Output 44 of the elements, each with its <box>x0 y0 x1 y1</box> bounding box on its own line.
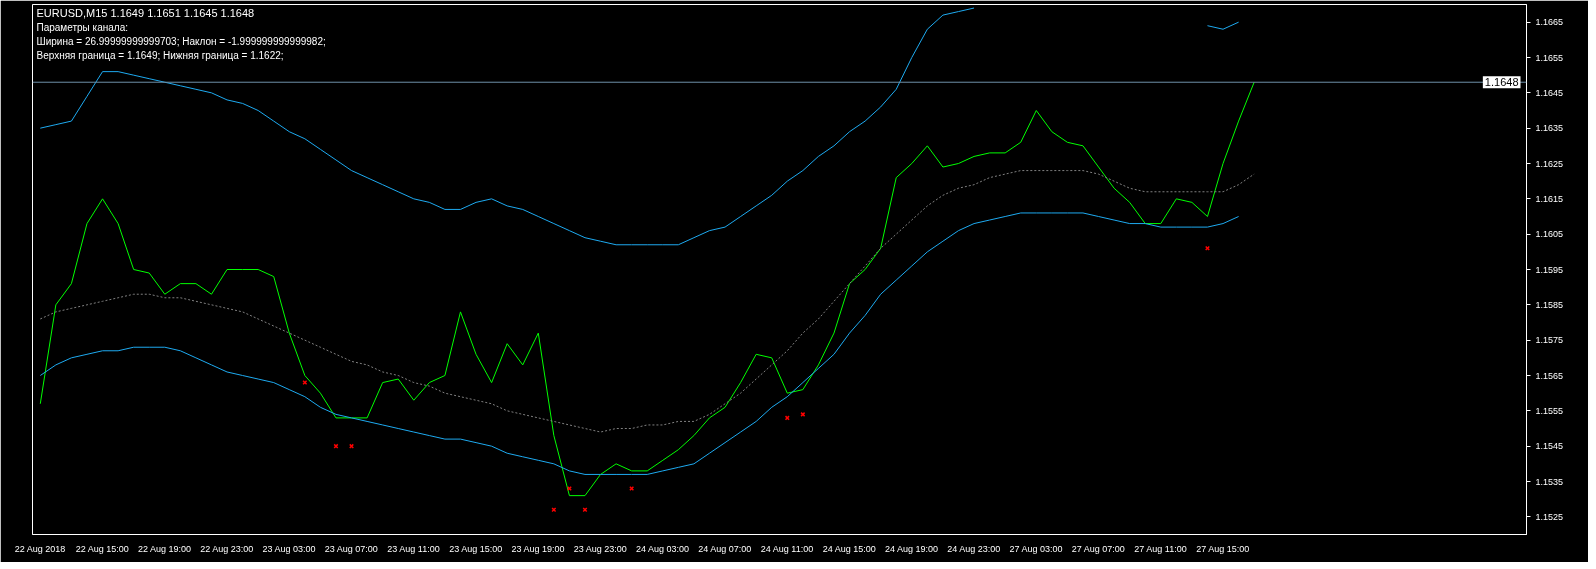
x-tick-label: 27 Aug 11:00 <box>1134 543 1187 554</box>
x-tick-label: 22 Aug 15:00 <box>75 543 129 554</box>
x-tick-label: 23 Aug 11:00 <box>387 543 440 554</box>
x-tick-label: 27 Aug 15:00 <box>1196 543 1250 554</box>
y-tick-label: 1.1665 <box>1535 17 1564 28</box>
y-tick-label: 1.1655 <box>1535 52 1564 63</box>
chart-title: EURUSD,M15 1.1649 1.1651 1.1645 1.1648 <box>36 6 255 19</box>
x-tick-label: 23 Aug 19:00 <box>511 543 565 554</box>
ref-line-label: 1.1648 <box>1484 76 1519 89</box>
y-tick-label: 1.1535 <box>1535 476 1564 487</box>
x-tick-label: 24 Aug 19:00 <box>885 543 939 554</box>
x-tick-label: 23 Aug 23:00 <box>573 543 627 554</box>
x-tick-label: 27 Aug 03:00 <box>1009 543 1063 554</box>
x-tick-label: 24 Aug 15:00 <box>822 543 876 554</box>
annotation: Ширина = 26.99999999999703; Наклон = -1.999999999999982; <box>36 35 326 47</box>
y-tick-label: 1.1545 <box>1535 441 1564 452</box>
x-tick-label: 24 Aug 07:00 <box>698 543 752 554</box>
x-tick-label: 24 Aug 23:00 <box>947 543 1001 554</box>
line-series <box>39 81 1255 497</box>
annotation: Верхняя граница = 1.1649; Нижняя граница = 1.1622; <box>36 49 284 61</box>
x-tick-label: 22 Aug 19:00 <box>138 543 192 554</box>
x-tick-label: 27 Aug 07:00 <box>1071 543 1125 554</box>
x-tick-label: 23 Aug 15:00 <box>449 543 503 554</box>
x-tick-label: 22 Aug 2018 <box>14 543 66 554</box>
line-series <box>39 212 1240 475</box>
y-tick-label: 1.1595 <box>1535 264 1564 275</box>
point <box>566 486 572 492</box>
x-tick-label: 23 Aug 07:00 <box>324 543 378 554</box>
y-tick-label: 1.1645 <box>1535 87 1564 98</box>
y-tick-label: 1.1525 <box>1535 511 1564 522</box>
x-tick-label: 24 Aug 11:00 <box>760 543 814 554</box>
y-tick-label: 1.1635 <box>1535 123 1564 134</box>
y-tick-label: 1.1625 <box>1535 158 1564 169</box>
x-tick-label: 24 Aug 03:00 <box>636 543 690 554</box>
y-tick-label: 1.1585 <box>1535 299 1564 310</box>
y-tick-label: 1.1575 <box>1535 335 1564 346</box>
line-series <box>39 170 1255 433</box>
x-tick-label: 22 Aug 23:00 <box>200 543 254 554</box>
y-tick-label: 1.1565 <box>1535 370 1564 381</box>
annotation: Параметры канала: <box>36 21 128 33</box>
y-tick-label: 1.1605 <box>1535 229 1564 240</box>
y-tick-label: 1.1615 <box>1535 193 1564 204</box>
x-tick-label: 23 Aug 03:00 <box>262 543 316 554</box>
y-tick-label: 1.1555 <box>1535 405 1564 416</box>
